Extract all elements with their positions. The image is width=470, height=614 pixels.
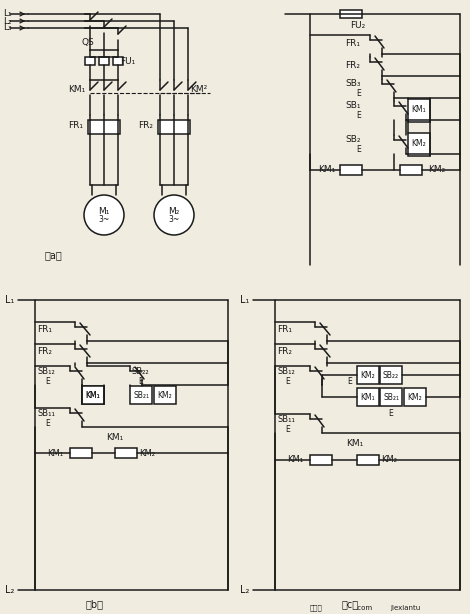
Text: （b）: （b） [86, 599, 104, 609]
Bar [85, 57, 95, 65]
Text: SB₂₁: SB₂₁ [383, 392, 399, 402]
Bar [357, 455, 379, 465]
Text: E: E [356, 144, 361, 154]
Text: KM₂: KM₂ [360, 370, 376, 379]
Text: L₃: L₃ [3, 23, 12, 33]
Bar [310, 455, 332, 465]
Circle shape [84, 195, 124, 235]
Text: （a）: （a） [45, 250, 63, 260]
Text: FR₂: FR₂ [138, 120, 153, 130]
Text: KM²: KM² [190, 85, 207, 95]
Text: jiexiantu: jiexiantu [390, 605, 420, 611]
Bar [130, 386, 152, 404]
Text: E: E [347, 376, 352, 386]
Text: FR₂: FR₂ [37, 348, 52, 357]
Bar [380, 388, 402, 406]
Circle shape [154, 195, 194, 235]
Text: L₁: L₁ [3, 9, 12, 18]
Text: SB₂₁: SB₂₁ [133, 391, 149, 400]
Text: FR₂: FR₂ [277, 348, 292, 357]
Text: L₂: L₂ [5, 585, 15, 595]
Text: E: E [285, 376, 290, 386]
Text: KM₁: KM₁ [86, 391, 100, 400]
Text: M₂: M₂ [168, 206, 180, 216]
Text: E: E [285, 424, 290, 433]
Text: KM₂: KM₂ [412, 139, 426, 149]
Text: KM₁: KM₁ [68, 85, 85, 95]
Text: KM₁: KM₁ [106, 433, 124, 443]
Text: 3~: 3~ [168, 216, 180, 225]
Text: SB₁₂: SB₁₂ [37, 367, 55, 376]
Text: SB₂₂: SB₂₂ [131, 367, 149, 376]
Text: 3~: 3~ [98, 216, 110, 225]
Text: FU₁: FU₁ [120, 56, 135, 66]
Text: KM₂: KM₂ [157, 391, 172, 400]
Text: KM₁: KM₁ [346, 440, 364, 448]
Text: KM₂: KM₂ [407, 392, 423, 402]
Text: FR₂: FR₂ [345, 61, 360, 69]
Text: KM₂: KM₂ [381, 456, 397, 465]
Text: KM₁: KM₁ [86, 391, 100, 400]
Text: M₁: M₁ [98, 206, 110, 216]
Text: QS: QS [82, 37, 95, 47]
Text: SB₂: SB₂ [345, 136, 360, 144]
Bar [380, 366, 402, 384]
Bar [70, 448, 92, 458]
Text: KM₂: KM₂ [428, 166, 445, 174]
Text: FU₂: FU₂ [350, 20, 365, 29]
Text: SB₁₁: SB₁₁ [37, 408, 55, 418]
Text: E: E [356, 111, 361, 120]
Text: 免费图: 免费图 [310, 605, 323, 612]
Bar [357, 366, 379, 384]
Text: SB₂₂: SB₂₂ [383, 370, 399, 379]
Text: KM₁: KM₁ [318, 166, 335, 174]
Bar [113, 57, 123, 65]
Text: KM₁: KM₁ [287, 456, 303, 465]
Bar [82, 386, 104, 404]
Bar [408, 133, 430, 156]
Bar [400, 165, 422, 175]
Text: KM₁: KM₁ [47, 448, 63, 457]
Text: SB₁: SB₁ [345, 101, 360, 111]
Bar [99, 57, 109, 65]
Text: E: E [356, 88, 361, 98]
Text: L₂: L₂ [3, 17, 12, 26]
Text: （c）: （c） [341, 599, 359, 609]
Text: L₁: L₁ [5, 295, 15, 305]
Text: FR₁: FR₁ [68, 120, 83, 130]
Text: FR₁: FR₁ [37, 325, 52, 335]
Text: KM₁: KM₁ [360, 392, 376, 402]
Text: FR₁: FR₁ [345, 39, 360, 47]
Text: E: E [45, 419, 50, 427]
Bar [82, 386, 104, 404]
Text: KM₂: KM₂ [139, 448, 155, 457]
Bar [408, 99, 430, 122]
Text: KM₁: KM₁ [412, 106, 426, 114]
Text: E: E [138, 376, 143, 386]
Text: L₂: L₂ [240, 585, 250, 595]
Text: E: E [45, 376, 50, 386]
Bar [404, 388, 426, 406]
Bar [158, 120, 190, 134]
Bar [357, 388, 379, 406]
Text: SB₁₁: SB₁₁ [277, 414, 295, 424]
Text: SB₃: SB₃ [345, 79, 360, 88]
Bar [340, 10, 362, 18]
Bar [115, 448, 137, 458]
Bar [88, 120, 120, 134]
Text: FR₁: FR₁ [277, 325, 292, 335]
Bar [154, 386, 176, 404]
Bar [340, 165, 362, 175]
Text: E: E [388, 410, 393, 419]
Text: .com: .com [355, 605, 372, 611]
Text: SB₁₂: SB₁₂ [277, 367, 295, 376]
Text: L₁: L₁ [240, 295, 250, 305]
